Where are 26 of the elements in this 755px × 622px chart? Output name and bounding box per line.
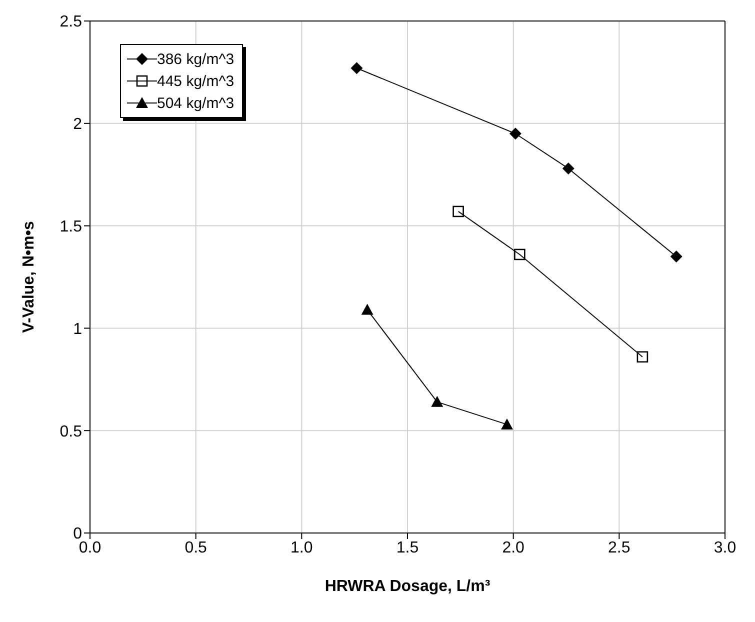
y-axis-title: V-Value, N•m•s	[20, 221, 38, 333]
y-tick-label: 1.5	[60, 218, 82, 236]
x-tick-label: 2.5	[608, 539, 630, 556]
y-tick-label: 2	[73, 116, 82, 134]
y-tick-label: 0.5	[60, 423, 82, 440]
legend-label: 386 kg/m^3	[157, 50, 234, 68]
x-tick-label: 2.0	[502, 539, 525, 556]
x-axis-title: HRWRA Dosage, L/m³	[324, 578, 490, 595]
x-tick-label: 0.5	[184, 539, 208, 556]
point	[500, 418, 513, 430]
point	[509, 128, 522, 140]
x-tick-label: 1.5	[396, 539, 419, 556]
point	[361, 304, 374, 315]
point	[514, 248, 526, 260]
point	[636, 351, 648, 363]
legend-label: 504 kg/m^3	[157, 94, 234, 112]
y-tick-label: 1	[73, 320, 82, 338]
point	[670, 250, 682, 263]
point	[562, 162, 574, 174]
point	[350, 62, 363, 74]
y-tick-label: 2.5	[60, 14, 82, 31]
x-tick-label: 3.0	[714, 539, 736, 556]
legend-label: 445 kg/m^3	[157, 72, 234, 90]
point	[452, 206, 464, 218]
x-tick-label: 1.0	[290, 539, 313, 556]
point	[431, 396, 444, 407]
